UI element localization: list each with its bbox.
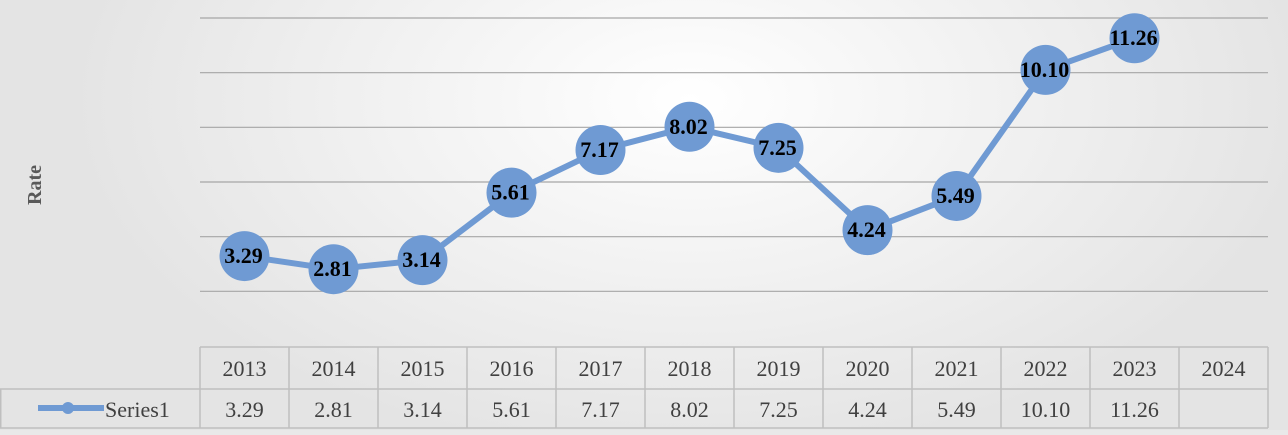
data-point — [575, 125, 626, 176]
data-label: 2.81 — [313, 256, 352, 281]
data-point — [1020, 44, 1071, 95]
data-point — [486, 167, 537, 218]
data-point — [1109, 13, 1160, 64]
table-value: 7.17 — [581, 397, 620, 422]
table-value: 5.61 — [492, 397, 531, 422]
data-label: 3.14 — [402, 247, 441, 272]
data-point — [219, 231, 270, 282]
table-value: 8.02 — [670, 397, 709, 422]
data-point — [397, 235, 448, 286]
table-value: 7.25 — [759, 397, 798, 422]
category-label: 2023 — [1113, 356, 1157, 381]
data-label: 5.61 — [491, 180, 530, 205]
category-label: 2015 — [401, 356, 445, 381]
data-point — [931, 170, 982, 221]
category-label: 2020 — [846, 356, 890, 381]
table-value: 4.24 — [848, 397, 887, 422]
category-label: 2019 — [757, 356, 801, 381]
markers-group — [219, 13, 1160, 295]
table-value: 2.81 — [314, 397, 353, 422]
y-axis-label: Rate — [24, 165, 46, 205]
category-label: 2018 — [668, 356, 712, 381]
data-label: 4.24 — [847, 217, 886, 242]
category-label: 2017 — [579, 356, 623, 381]
category-label: 2024 — [1202, 356, 1246, 381]
data-label: 8.02 — [669, 114, 708, 139]
data-point — [753, 122, 804, 173]
category-label: 2014 — [312, 356, 356, 381]
table-value: 5.49 — [937, 397, 976, 422]
data-label: 5.49 — [936, 183, 975, 208]
legend-label: Series1 — [105, 397, 170, 422]
table-value: 3.14 — [403, 397, 442, 422]
category-label: 2016 — [490, 356, 534, 381]
data-point — [664, 101, 715, 152]
gridlines — [200, 17, 1268, 292]
legend-marker — [62, 402, 74, 414]
data-label: 10.10 — [1020, 57, 1070, 82]
category-label: 2013 — [223, 356, 267, 381]
data-labels-group: 3.29 2.81 3.14 5.61 7.17 8.02 7.25 4.24 5.49 10.1… — [224, 25, 1157, 281]
data-point — [308, 244, 359, 295]
table-value: 3.29 — [225, 397, 264, 422]
data-point — [842, 205, 893, 256]
category-label: 2021 — [935, 356, 979, 381]
category-label: 2022 — [1024, 356, 1068, 381]
table-value: 11.26 — [1110, 397, 1159, 422]
data-label: 3.29 — [224, 243, 263, 268]
data-table: 2013 2014 2015 2016 2017 2018 2019 2020 2021 2022… — [0, 346, 1269, 429]
data-label: 7.17 — [580, 137, 619, 162]
table-value: 10.10 — [1021, 397, 1071, 422]
data-label: 11.26 — [1109, 25, 1157, 50]
data-label: 7.25 — [758, 135, 797, 160]
